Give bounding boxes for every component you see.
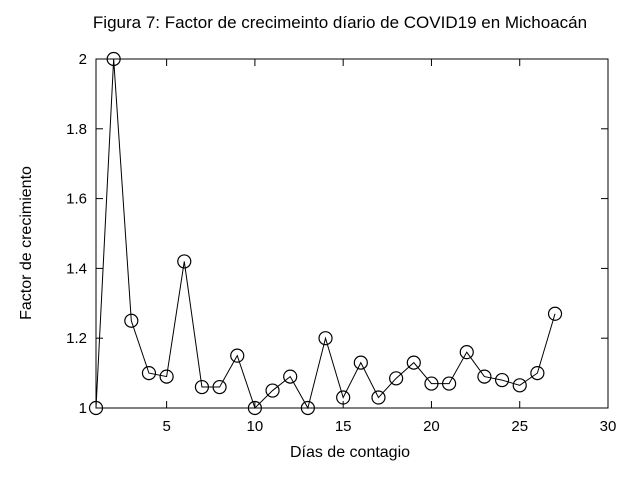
data-point	[283, 369, 298, 384]
x-tick-label: 25	[511, 418, 528, 435]
data-point	[353, 355, 368, 370]
chart-title: Figura 7: Factor de crecimeinto díario d…	[92, 13, 588, 32]
data-point	[442, 376, 457, 391]
data-point	[230, 348, 245, 363]
data-point	[265, 383, 280, 398]
data-point	[336, 390, 351, 405]
data-line	[95, 58, 556, 410]
data-point	[389, 371, 404, 386]
data-point	[124, 313, 139, 328]
x-axis-label: Días de contagio	[289, 444, 411, 461]
data-point	[547, 306, 563, 321]
data-point	[424, 376, 439, 391]
x-tick-label: 5	[162, 418, 170, 435]
data-point	[371, 390, 386, 405]
data-point	[141, 366, 157, 381]
y-tick-label: 1.8	[66, 121, 87, 138]
data-point	[88, 400, 104, 416]
data-point	[530, 366, 545, 381]
data-point	[247, 400, 262, 416]
x-tick-label: 20	[423, 418, 440, 435]
data-point	[159, 369, 174, 384]
y-tick-label: 2	[79, 51, 87, 68]
plot-border	[95, 58, 609, 409]
data-point	[177, 254, 192, 269]
data-point	[512, 378, 527, 393]
data-point	[459, 345, 474, 360]
x-tick-label: 15	[335, 418, 352, 435]
data-point	[406, 355, 421, 370]
data-point	[106, 51, 121, 67]
data-point	[477, 369, 492, 384]
data-point	[318, 331, 333, 346]
data-point	[300, 400, 315, 416]
y-tick-label: 1	[79, 400, 87, 417]
y-tick-label: 1.2	[66, 330, 87, 347]
x-tick-label: 10	[247, 418, 264, 435]
data-point	[194, 379, 210, 395]
x-tick-label: 30	[600, 418, 617, 435]
y-tick-label: 1.4	[66, 260, 87, 277]
y-tick-label: 1.6	[66, 191, 87, 208]
data-point	[212, 379, 227, 395]
data-point	[494, 372, 510, 388]
